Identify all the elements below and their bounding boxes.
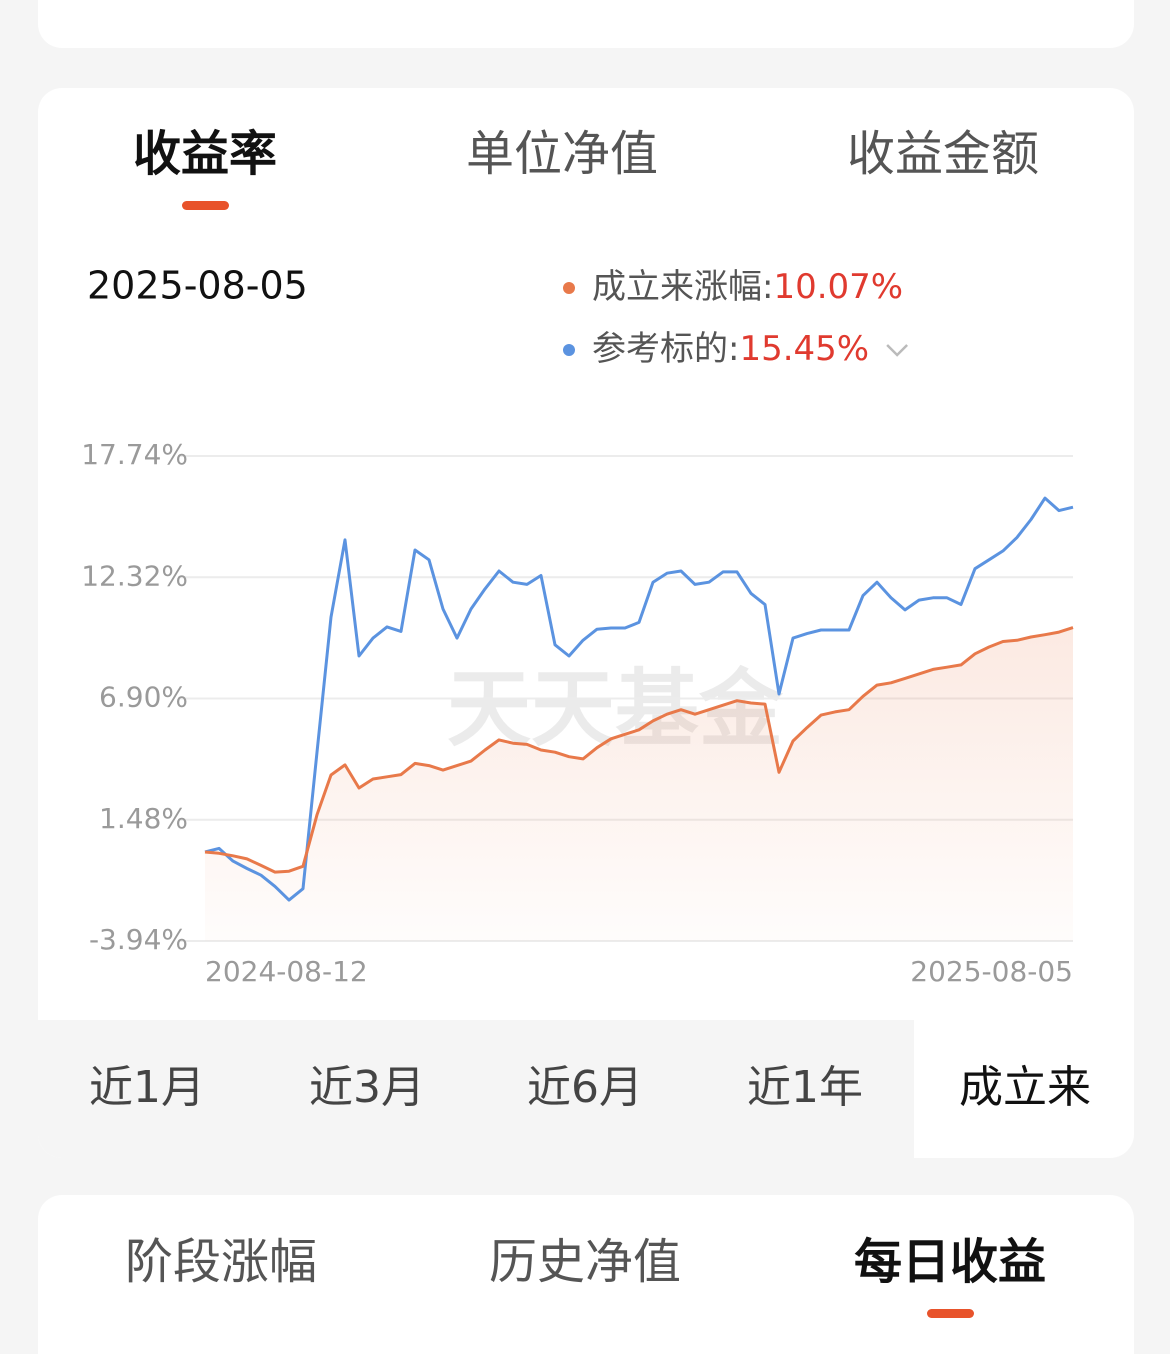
tab[interactable]: 单位净值	[466, 126, 658, 182]
legend-name: 成立来涨幅:	[592, 267, 773, 307]
legend-dot	[563, 282, 575, 294]
area	[205, 627, 1073, 941]
top-card	[38, 0, 1134, 48]
y-tick-label: 1.48%	[99, 802, 188, 835]
legend-dot	[563, 344, 575, 356]
range-tab[interactable]: 近1年	[747, 1062, 863, 1113]
line	[204, 496, 1074, 902]
y-tick-label: 12.32%	[81, 559, 188, 592]
dropdown-chevron[interactable]	[886, 344, 909, 357]
legend-value: 15.45%	[739, 329, 869, 369]
tab[interactable]: 阶段涨幅	[125, 1234, 317, 1290]
range-strip	[38, 1020, 1134, 1158]
y-tick-label: 17.74%	[81, 438, 188, 471]
y-tick-label: 6.90%	[99, 681, 188, 714]
tab[interactable]: 收益率	[133, 126, 277, 182]
legend-entry: 参考标的:15.45%	[592, 329, 869, 369]
tab[interactable]: 历史净值	[489, 1234, 681, 1290]
selected-date: 2025-08-05	[87, 264, 308, 308]
legend-entry: 成立来涨幅:10.07%	[592, 267, 903, 307]
range-tab[interactable]: 成立来	[959, 1062, 1091, 1113]
x-tick-label: 2024-08-12	[205, 955, 368, 988]
legend-value: 10.07%	[773, 267, 903, 307]
bottom-card	[38, 1195, 1134, 1354]
tab[interactable]: 收益金额	[847, 126, 1039, 182]
tab[interactable]: 每日收益	[854, 1234, 1046, 1290]
x-tick-label: 2025-08-05	[910, 955, 1073, 988]
range-tab[interactable]: 近6月	[527, 1062, 643, 1113]
range-tab[interactable]: 近1月	[89, 1062, 205, 1113]
legend-name: 参考标的:	[592, 329, 739, 369]
line	[204, 626, 1074, 874]
tab-underline	[182, 201, 229, 210]
range-active-bg	[914, 1020, 1134, 1158]
chart-card	[38, 88, 1134, 1158]
y-tick-label: -3.94%	[89, 923, 188, 956]
range-tab[interactable]: 近3月	[309, 1062, 425, 1113]
tab-underline	[927, 1309, 974, 1318]
